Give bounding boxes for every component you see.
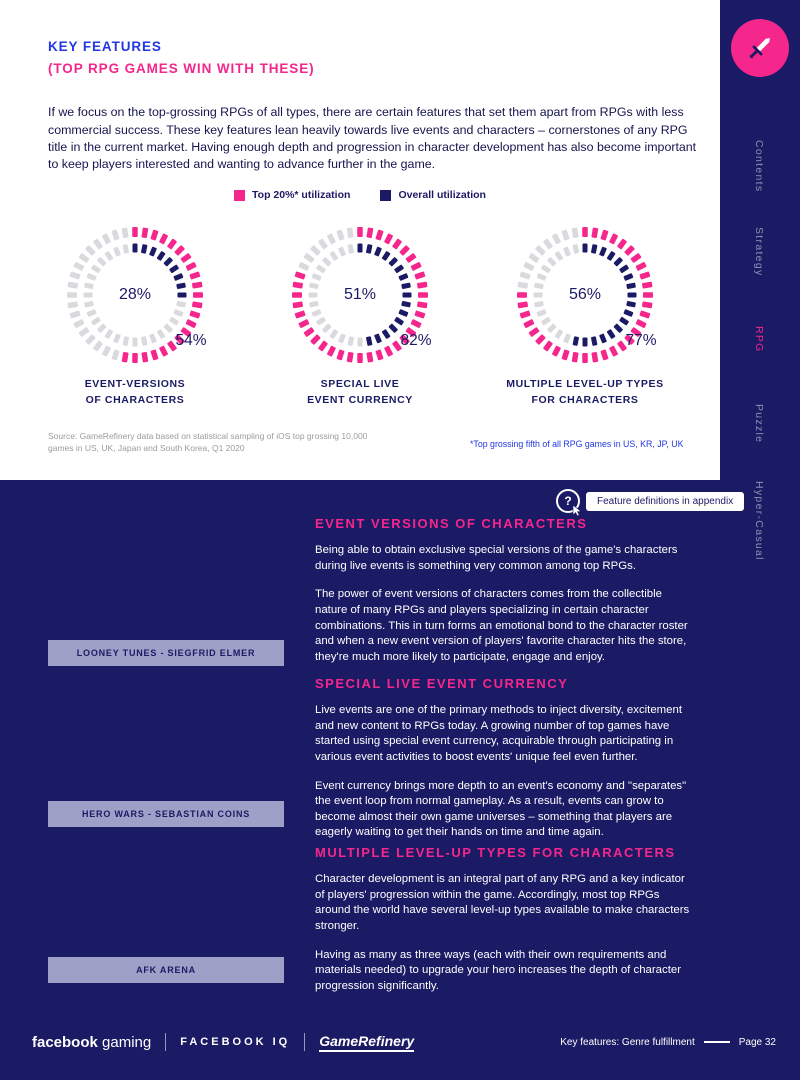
overall-utilization-value: 28% — [118, 286, 152, 303]
sidebar-item-contents[interactable]: Contents — [753, 140, 765, 193]
sidebar-item-hyper-casual[interactable]: Hyper-Casual — [753, 481, 765, 561]
donut-chart-levelup-types: 56% 77% MULTIPLE LEVEL-UP TYPES FOR CHAR… — [490, 220, 680, 409]
footer-divider — [165, 1033, 167, 1051]
footer-dash — [703, 1041, 730, 1043]
legend-swatch-navy — [380, 189, 392, 201]
gamerefinery-logo: GameRefinery — [319, 1033, 415, 1052]
appendix-badge[interactable]: ? Feature definitions in appendix — [556, 489, 745, 516]
chart-caption: SPECIAL LIVE EVENT CURRENCY — [307, 378, 413, 407]
section-paragraph: Live events are one of the primary metho… — [315, 704, 682, 763]
question-cursor-icon: ? — [556, 489, 582, 516]
donut-rings: 28% 54% — [60, 220, 210, 370]
section-paragraph: The power of event versions of character… — [315, 588, 688, 663]
section-event-currency: SPECIAL LIVE EVENT CURRENCY Live events … — [315, 676, 695, 854]
section-title: MULTIPLE LEVEL-UP TYPES FOR CHARACTERS — [315, 845, 676, 860]
section-paragraph: Character development is an integral par… — [315, 873, 690, 932]
chart-legend: Top 20%* utilization Overall utilization — [0, 189, 720, 201]
footer-page-info: Key features: Genre fulfillment Page 32 — [560, 1037, 776, 1048]
page-number: Page 32 — [738, 1036, 776, 1048]
overall-utilization-value: 56% — [568, 286, 602, 303]
sidebar-item-puzzle[interactable]: Puzzle — [753, 404, 765, 444]
section-paragraph: Event currency brings more depth to an e… — [315, 779, 687, 839]
top20-utilization-value: 54% — [175, 332, 207, 349]
overall-utilization-value: 51% — [343, 286, 377, 303]
legend-swatch-pink — [234, 189, 246, 201]
section-paragraph: Being able to obtain exclusive special v… — [315, 544, 678, 572]
page-title-line2: (TOP RPG GAMES WIN WITH THESE) — [48, 60, 315, 76]
sidebar-item-rpg[interactable]: RPG — [753, 326, 765, 353]
top20-utilization-value: 82% — [400, 332, 432, 349]
sidebar-item-strategy[interactable]: Strategy — [753, 227, 765, 277]
intro-paragraph: If we focus on the top-grossing RPGs of … — [48, 105, 697, 172]
footer-divider — [304, 1033, 306, 1051]
section-event-versions: EVENT VERSIONS OF CHARACTERS Being able … — [315, 516, 695, 678]
section-paragraph: Having as many as three ways (each with … — [315, 948, 681, 992]
source-note: Source: GameRefinery data based on stati… — [48, 430, 368, 454]
footnote: *Top grossing fifth of all RPG games in … — [470, 438, 684, 449]
chart-caption: MULTIPLE LEVEL-UP TYPES FOR CHARACTERS — [506, 378, 664, 407]
donut-chart-event-currency: 51% 82% SPECIAL LIVE EVENT CURRENCY — [265, 220, 455, 409]
donut-chart-event-versions: 28% 54% EVENT-VERSIONS OF CHARACTERS — [40, 220, 230, 409]
facebook-iq-logo: FACEBOOK IQ — [180, 1036, 291, 1048]
donut-rings: 51% 82% — [285, 220, 435, 370]
section-title: SPECIAL LIVE EVENT CURRENCY — [315, 676, 569, 691]
top20-utilization-value: 77% — [625, 332, 657, 349]
page-footer: facebook gaming FACEBOOK IQ GameRefinery… — [32, 1024, 776, 1060]
section-title: EVENT VERSIONS OF CHARACTERS — [315, 516, 588, 531]
screenshot-caption-afk-arena: AFK ARENA — [48, 957, 284, 983]
legend-item-top20: Top 20%* utilization — [234, 189, 350, 201]
screenshot-caption-hero-wars: HERO WARS - SEBASTIAN COINS — [48, 801, 284, 827]
content-panel — [0, 0, 720, 480]
chart-caption: EVENT-VERSIONS OF CHARACTERS — [84, 378, 186, 407]
facebook-gaming-logo: facebook gaming — [32, 1033, 152, 1051]
page-title: KEY FEATURES (TOP RPG GAMES WIN WITH THE… — [48, 36, 315, 79]
sword-icon — [749, 38, 770, 59]
legend-label-overall: Overall utilization — [398, 189, 486, 201]
appendix-badge-label: Feature definitions in appendix — [586, 491, 745, 511]
footer-logos: facebook gaming FACEBOOK IQ GameRefinery — [32, 1033, 415, 1052]
cursor-icon — [572, 505, 582, 516]
rpg-genre-badge — [731, 19, 789, 77]
page-title-line1: KEY FEATURES — [48, 39, 162, 54]
donut-rings: 56% 77% — [510, 220, 660, 370]
footer-section-label: Key features: Genre fulfillment — [560, 1036, 695, 1048]
section-levelup-types: MULTIPLE LEVEL-UP TYPES FOR CHARACTERS C… — [315, 845, 695, 1007]
screenshot-caption-looney-tunes: LOONEY TUNES - SIEGFRID ELMER — [48, 640, 284, 666]
charts-row: 28% 54% EVENT-VERSIONS OF CHARACTERS 51%… — [40, 220, 680, 409]
legend-label-top20: Top 20%* utilization — [252, 189, 351, 201]
legend-item-overall: Overall utilization — [380, 189, 486, 201]
